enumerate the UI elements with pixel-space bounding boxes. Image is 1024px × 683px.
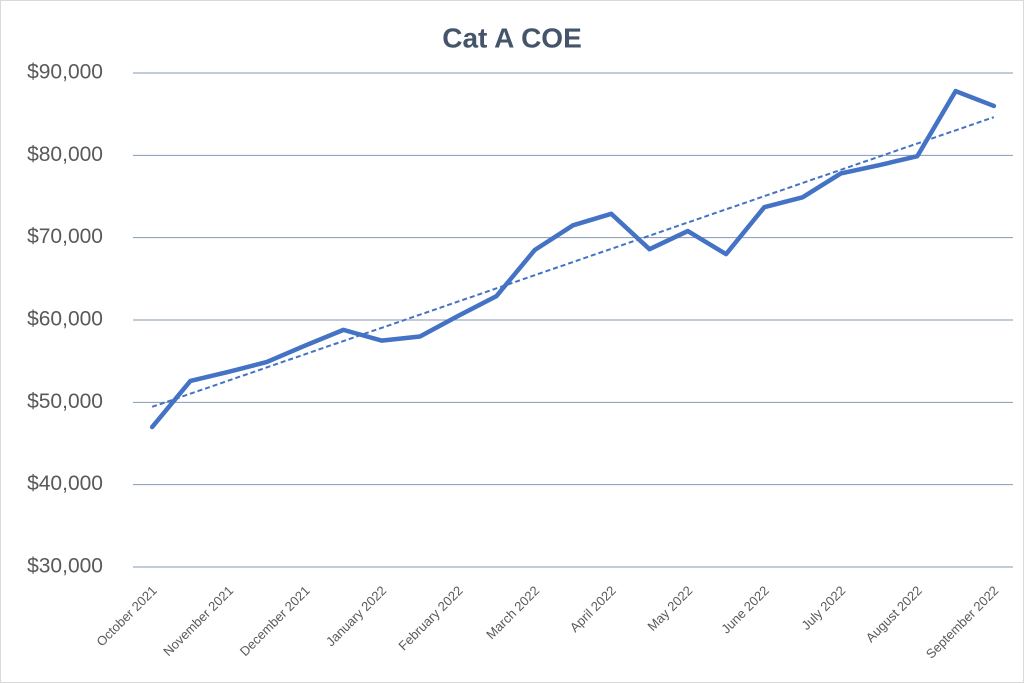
chart-title: Cat A COE [442, 22, 582, 53]
y-tick-label: $30,000 [27, 555, 103, 578]
y-tick-label: $70,000 [27, 225, 103, 248]
y-tick-label: $90,000 [27, 61, 103, 84]
y-tick-label: $80,000 [27, 143, 103, 166]
trendline [151, 116, 995, 408]
y-tick-label: $50,000 [27, 390, 103, 413]
y-tick-label: $60,000 [27, 308, 103, 331]
y-tick-label: $40,000 [27, 472, 103, 495]
data-line [149, 88, 997, 430]
